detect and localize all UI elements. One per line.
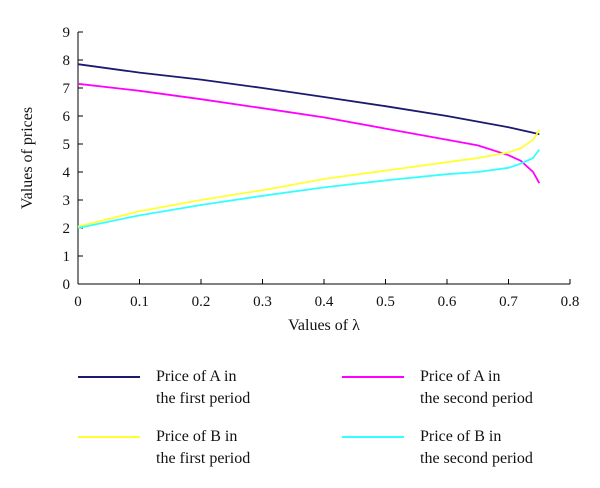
x-tick-label: 0.8 xyxy=(561,294,580,310)
y-tick-label: 6 xyxy=(63,109,71,125)
y-tick-label: 7 xyxy=(63,81,71,97)
y-tick-label: 2 xyxy=(63,221,71,237)
legend-label-line: the first period xyxy=(156,390,251,407)
legend-label: Price of A in the first period xyxy=(156,366,326,410)
x-tick-label: 0 xyxy=(74,294,82,310)
y-axis-label: Values of prices xyxy=(19,107,36,209)
x-tick-label: 0.1 xyxy=(130,294,149,310)
legend-label-line: Price of A in xyxy=(156,368,237,385)
series-line-3 xyxy=(77,129,541,228)
line-chart: 0 1 2 3 4 5 6 7 8 9 0 0.1 0.2 0.3 0.4 0.5 0.6 0.7 0.8 Val… xyxy=(19,25,579,334)
y-tick-label: 9 xyxy=(63,25,71,41)
legend-label-line: Price of B in xyxy=(156,428,238,445)
x-tick-label: 0.5 xyxy=(376,294,395,310)
legend-swatch xyxy=(78,436,140,438)
x-tick-label: 0.6 xyxy=(438,294,457,310)
legend-swatch xyxy=(342,436,404,438)
legend-item-b-second: Price of B in the second period xyxy=(342,426,590,470)
legend-label-line: the second period xyxy=(420,450,533,467)
legend-label-line: the second period xyxy=(420,390,533,407)
legend-label: Price of B in the first period xyxy=(156,426,326,470)
series-line-1 xyxy=(77,63,540,136)
legend-item-a-second: Price of A in the second period xyxy=(342,366,590,410)
x-tick-label: 0.7 xyxy=(499,294,518,310)
legend-label-line: Price of B in xyxy=(420,428,502,445)
y-tick-label: 3 xyxy=(63,193,71,209)
y-tick-label: 1 xyxy=(63,249,71,265)
legend-label: Price of B in the second period xyxy=(420,426,590,470)
series-line-2 xyxy=(77,82,541,184)
legend-swatch xyxy=(342,376,404,378)
legend-item-a-first: Price of A in the first period xyxy=(78,366,326,410)
legend-item-b-first: Price of B in the first period xyxy=(78,426,326,470)
legend-label-line: Price of A in xyxy=(420,368,501,385)
chart-legend: Price of A in the first period Price of … xyxy=(0,340,600,488)
series-line-4 xyxy=(77,149,541,229)
series-lines xyxy=(77,63,541,229)
x-tick-label: 0.4 xyxy=(315,294,334,310)
legend-swatch xyxy=(78,376,140,378)
legend-label-line: the first period xyxy=(156,450,251,467)
x-axis-ticks: 0 0.1 0.2 0.3 0.4 0.5 0.6 0.7 0.8 xyxy=(74,279,579,310)
y-tick-label: 4 xyxy=(63,165,71,181)
y-tick-label: 0 xyxy=(63,277,71,293)
y-tick-label: 5 xyxy=(63,137,71,153)
x-tick-label: 0.3 xyxy=(253,294,272,310)
x-tick-label: 0.2 xyxy=(192,294,211,310)
y-tick-label: 8 xyxy=(63,53,71,69)
plot-frame xyxy=(77,32,570,285)
legend-label: Price of A in the second period xyxy=(420,366,590,410)
x-axis-label: Values of λ xyxy=(288,317,360,334)
